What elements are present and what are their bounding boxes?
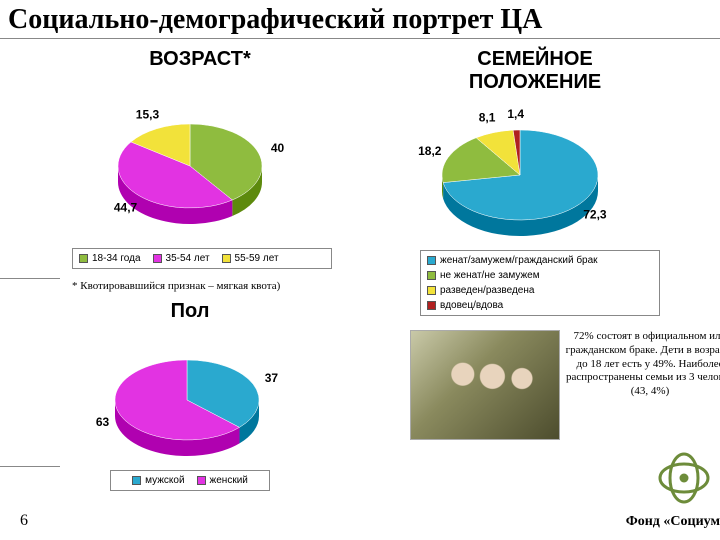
- legend-label: 35-54 лет: [166, 253, 210, 264]
- family-photo: [410, 330, 560, 440]
- page-number: 6: [20, 512, 28, 530]
- footer-brand: Фонд «Социум: [626, 514, 720, 530]
- legend-item: вдовец/вдова: [427, 300, 653, 311]
- legend-item: не женат/не замужем: [427, 270, 653, 281]
- legend-swatch: [427, 301, 436, 310]
- legend-swatch: [153, 254, 162, 263]
- legend-label: мужской: [145, 475, 184, 486]
- legend-swatch: [197, 476, 206, 485]
- age-note: * Квотировавшийся признак – мягкая квота…: [72, 280, 280, 292]
- svg-text:8,1: 8,1: [479, 111, 496, 125]
- legend-label: вдовец/вдова: [440, 300, 503, 311]
- age-pie: 40 44,7 15,3: [80, 96, 300, 246]
- svg-text:72,3: 72,3: [583, 207, 607, 221]
- legend-item: разведен/разведена: [427, 285, 653, 296]
- legend-label: 55-59 лет: [235, 253, 279, 264]
- legend-item: мужской: [132, 475, 184, 486]
- svg-text:37: 37: [265, 371, 279, 385]
- legend-swatch: [79, 254, 88, 263]
- age-chart-title: ВОЗРАСТ*: [120, 48, 280, 71]
- gender-chart: 37 63: [72, 330, 302, 470]
- marital-chart-title: СЕМЕЙНОЕ ПОЛОЖЕНИЕ: [420, 48, 650, 94]
- legend-label: женат/замужем/гражданский брак: [440, 255, 598, 266]
- svg-text:40: 40: [271, 141, 285, 155]
- legend-label: 18-34 года: [92, 253, 141, 264]
- svg-text:15,3: 15,3: [136, 108, 160, 122]
- legend-item: женат/замужем/гражданский брак: [427, 255, 653, 266]
- legend-swatch: [427, 286, 436, 295]
- brand-logo-icon: [656, 450, 712, 506]
- page-title: Социально-демографический портрет ЦА: [0, 0, 720, 39]
- svg-text:44,7: 44,7: [114, 200, 138, 214]
- gender-pie: 37 63: [72, 330, 302, 470]
- svg-text:18,2: 18,2: [418, 144, 442, 158]
- marital-pie: 72,3 18,2 8,1 1,4: [400, 100, 640, 250]
- gender-legend: мужской женский: [110, 470, 270, 491]
- legend-label: разведен/разведена: [440, 285, 534, 296]
- age-legend: 18-34 года 35-54 лет 55-59 лет: [72, 248, 332, 269]
- svg-text:1,4: 1,4: [507, 107, 524, 121]
- legend-item: 35-54 лет: [153, 253, 210, 264]
- legend-swatch: [427, 256, 436, 265]
- marital-legend: женат/замужем/гражданский брак не женат/н…: [420, 250, 660, 316]
- legend-label: не женат/не замужем: [440, 270, 540, 281]
- marital-description: 72% состоят в официальном или гражданско…: [560, 330, 720, 399]
- legend-label: женский: [210, 475, 248, 486]
- legend-swatch: [222, 254, 231, 263]
- legend-swatch: [132, 476, 141, 485]
- legend-item: 55-59 лет: [222, 253, 279, 264]
- legend-item: 18-34 года: [79, 253, 141, 264]
- svg-text:63: 63: [96, 415, 110, 429]
- legend-item: женский: [197, 475, 248, 486]
- marital-chart: 72,3 18,2 8,1 1,4: [400, 100, 640, 250]
- age-chart: 40 44,7 15,3: [80, 96, 300, 246]
- legend-swatch: [427, 271, 436, 280]
- gender-chart-title: Пол: [130, 300, 250, 323]
